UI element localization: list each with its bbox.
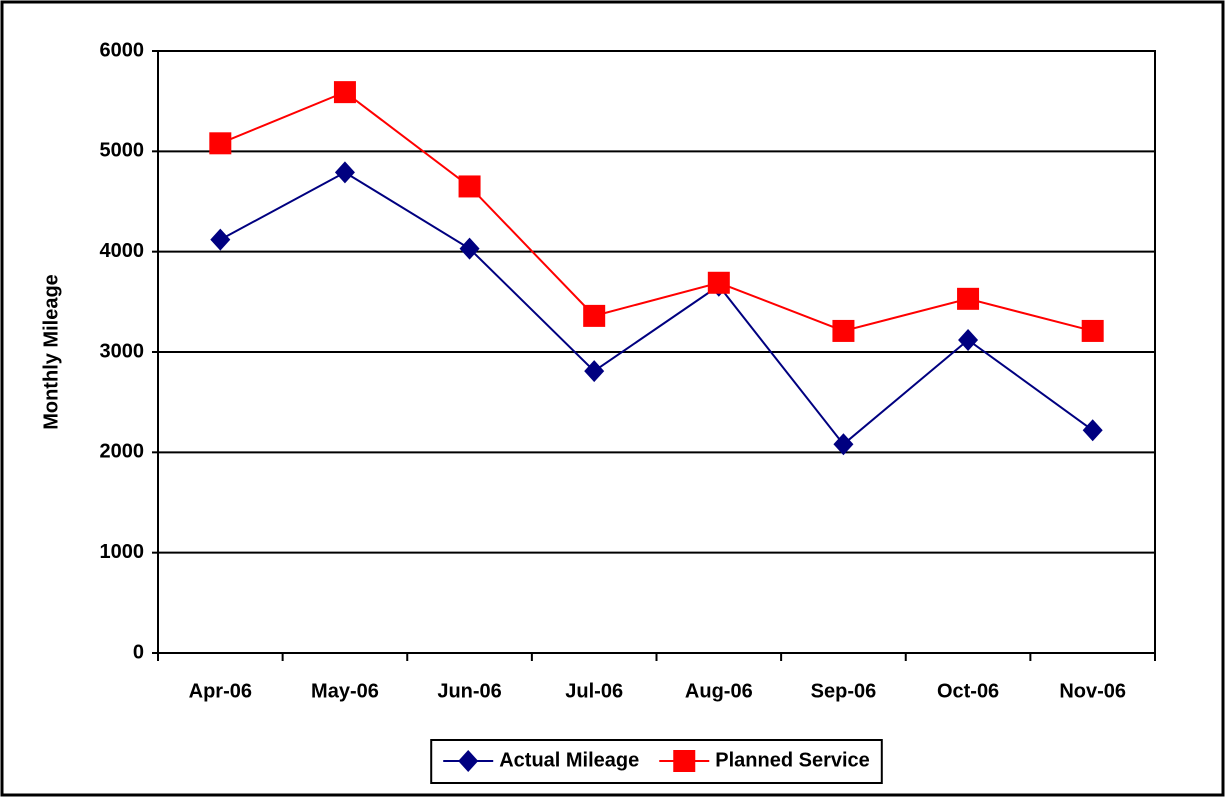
legend-box bbox=[430, 739, 883, 784]
marker bbox=[209, 132, 232, 155]
marker bbox=[673, 750, 696, 772]
series-line bbox=[219, 171, 1094, 446]
x-tick-label: Nov-06 bbox=[1059, 680, 1126, 702]
y-tick-label: 1000 bbox=[100, 541, 145, 563]
y-tick-label: 4000 bbox=[100, 240, 145, 262]
y-tick-label: 2000 bbox=[100, 441, 145, 463]
marker bbox=[210, 228, 231, 251]
marker bbox=[1081, 319, 1104, 342]
x-tick-label: Jun-06 bbox=[437, 680, 501, 702]
legend-label: Actual Mileage bbox=[499, 749, 639, 771]
x-tick-label: Aug-06 bbox=[685, 680, 753, 702]
y-tick-label: 0 bbox=[133, 641, 144, 663]
marker bbox=[957, 287, 980, 310]
x-tick-label: May-06 bbox=[311, 680, 379, 702]
y-axis-label: Monthly Mileage bbox=[40, 274, 62, 430]
marker bbox=[1082, 419, 1103, 442]
x-tick-label: Sep-06 bbox=[811, 680, 877, 702]
y-tick-label: 6000 bbox=[100, 39, 145, 61]
legend: Actual Mileage Planned Service bbox=[430, 739, 883, 784]
y-tick-label: 3000 bbox=[100, 340, 145, 362]
y-tick-label: 5000 bbox=[100, 140, 145, 162]
legend-label: Planned Service bbox=[715, 749, 870, 771]
x-tick-label: Oct-06 bbox=[937, 680, 999, 702]
x-tick-label: Jul-06 bbox=[565, 680, 623, 702]
marker bbox=[958, 328, 979, 351]
marker bbox=[334, 161, 355, 184]
series-line bbox=[219, 90, 1093, 332]
marker bbox=[833, 433, 854, 456]
marker bbox=[459, 237, 480, 260]
marker bbox=[458, 750, 479, 772]
marker bbox=[707, 271, 730, 294]
marker bbox=[333, 81, 356, 104]
marker bbox=[458, 175, 481, 198]
marker bbox=[832, 319, 855, 342]
marker bbox=[584, 360, 605, 383]
marker bbox=[583, 304, 606, 327]
x-tick-label: Apr-06 bbox=[189, 680, 252, 702]
